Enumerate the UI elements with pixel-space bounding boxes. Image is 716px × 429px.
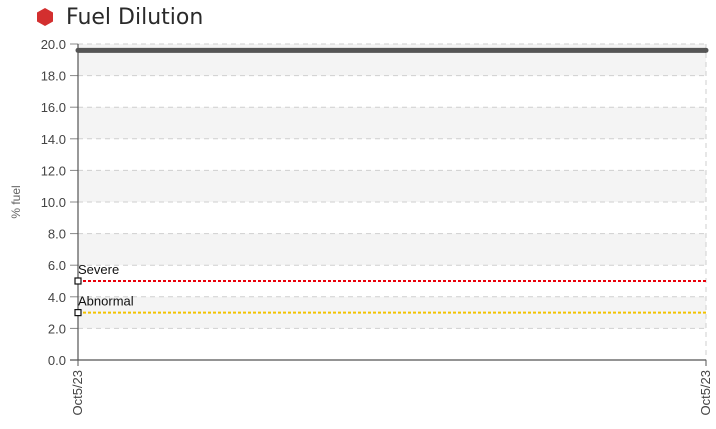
plot-band (78, 233, 706, 266)
y-tick-label: 0.0 (48, 353, 66, 368)
y-tick-label: 8.0 (48, 227, 66, 242)
plot-band (78, 296, 706, 329)
threshold-marker (74, 277, 82, 285)
x-tick-label: Oct5/23 (70, 370, 85, 416)
hexagon-status-icon (37, 8, 53, 26)
chart-header: Fuel Dilution (36, 2, 203, 32)
threshold-label: Abnormal (78, 294, 134, 309)
threshold-lines: Severe Abnormal (74, 262, 706, 317)
y-tick-label: 4.0 (48, 290, 66, 305)
plot-bands (78, 44, 706, 329)
y-tick-label: 20.0 (41, 37, 66, 52)
y-tick-label: 14.0 (41, 132, 66, 147)
y-tick-label: 10.0 (41, 195, 66, 210)
y-tick-labels: 0.0 2.0 4.0 6.0 8.0 10.0 12.0 14.0 16.0 18.0 20.0 (41, 37, 66, 368)
y-tick-label: 6.0 (48, 258, 66, 273)
chart-title: Fuel Dilution (66, 4, 204, 30)
series-point (703, 47, 709, 53)
plot-band (78, 170, 706, 202)
x-tick-label: Oct5/23 (698, 370, 713, 416)
threshold-label: Severe (78, 262, 119, 277)
series-point (75, 47, 81, 53)
y-tick-label: 12.0 (41, 163, 66, 178)
y-tick-label: 2.0 (48, 321, 66, 336)
y-tick-label: 18.0 (41, 69, 66, 84)
axes (70, 43, 707, 366)
threshold-marker (74, 309, 82, 317)
y-axis-label: % fuel (9, 185, 23, 218)
y-tick-label: 16.0 (41, 100, 66, 115)
data-series (75, 47, 709, 53)
x-tick-labels: Oct5/23 Oct5/23 (70, 370, 713, 416)
plot-band (78, 107, 706, 139)
